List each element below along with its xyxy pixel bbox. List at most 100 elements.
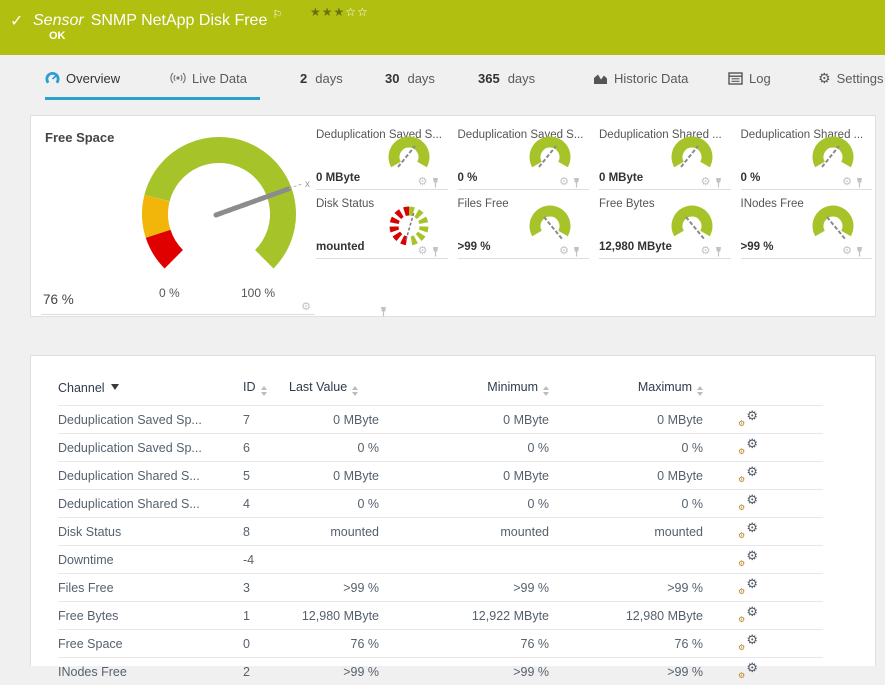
gauge-tile[interactable]: Deduplication Saved S... 0 MByte ⚙ (316, 126, 448, 190)
channel-id: 0 (243, 630, 289, 658)
star-empty-icon[interactable]: ☆☆ (345, 5, 369, 19)
channel-name: Downtime (58, 546, 243, 574)
pin-icon[interactable] (431, 246, 440, 257)
tab-30-days[interactable]: 30 days (385, 55, 435, 101)
table-row[interactable]: INodes Free 2 >99 % >99 % >99 % ⚙⚙ (58, 658, 823, 685)
column-header-last-value[interactable]: Last Value (289, 374, 379, 406)
tab-365-days[interactable]: 365 days (478, 55, 535, 101)
channel-name: INodes Free (58, 658, 243, 685)
tab-live-data[interactable]: Live Data (170, 55, 247, 101)
table-row[interactable]: Deduplication Saved Sp... 6 0 % 0 % 0 % … (58, 434, 823, 462)
table-row[interactable]: Disk Status 8 mounted mounted mounted ⚙⚙ (58, 518, 823, 546)
minimum-value: 0 MByte (379, 406, 549, 434)
pin-icon[interactable] (572, 177, 581, 188)
channel-settings-icon[interactable]: ⚙⚙ (738, 661, 758, 679)
gauge-tile[interactable]: Files Free >99 % ⚙ (458, 195, 590, 259)
gauge-tile[interactable]: INodes Free >99 % ⚙ (741, 195, 873, 259)
channel-id: 5 (243, 462, 289, 490)
star-filled-icon[interactable]: ★★★ (310, 5, 345, 19)
channel-id: 3 (243, 574, 289, 602)
tab-log-label: Log (749, 71, 771, 86)
column-header-channel[interactable]: Channel (58, 374, 243, 406)
channel-id: -4 (243, 546, 289, 574)
table-row[interactable]: Deduplication Shared S... 5 0 MByte 0 MB… (58, 462, 823, 490)
tab-2-days[interactable]: 2 days (300, 55, 343, 101)
gauge-title: Free Space (45, 130, 114, 145)
last-value: 0 MByte (289, 406, 379, 434)
gear-icon[interactable]: ⚙ (701, 177, 711, 188)
priority-stars[interactable]: ★★★☆☆ (310, 5, 369, 19)
pin-icon[interactable] (379, 306, 388, 317)
pin-icon[interactable] (714, 246, 723, 257)
table-row[interactable]: Free Bytes 1 12,980 MByte 12,922 MByte 1… (58, 602, 823, 630)
maximum-value: 0 % (549, 434, 703, 462)
tab-settings-label: Settings (837, 71, 884, 86)
column-header-maximum[interactable]: Maximum (549, 374, 703, 406)
mini-gauge-icon (667, 200, 717, 250)
gauge-tile-value: 0 % (741, 172, 761, 184)
tab-overview[interactable]: Overview (45, 55, 120, 101)
channel-settings-icon[interactable]: ⚙⚙ (738, 605, 758, 623)
channel-settings-icon[interactable]: ⚙⚙ (738, 521, 758, 539)
gear-icon[interactable]: ⚙ (842, 246, 852, 257)
sort-icon (543, 386, 549, 396)
gear-icon[interactable]: ⚙ (418, 246, 428, 257)
gauge-tile[interactable]: Deduplication Shared ... 0 % ⚙ (741, 126, 873, 190)
channel-settings-icon[interactable]: ⚙⚙ (738, 633, 758, 651)
table-row[interactable]: Free Space 0 76 % 76 % 76 % ⚙⚙ (58, 630, 823, 658)
channel-settings-icon[interactable]: ⚙⚙ (738, 493, 758, 511)
gear-icon[interactable]: ⚙ (559, 246, 569, 257)
channel-settings-icon[interactable]: ⚙⚙ (738, 409, 758, 427)
channel-settings-icon[interactable]: ⚙⚙ (738, 437, 758, 455)
pin-icon[interactable] (431, 177, 440, 188)
pin-icon[interactable] (572, 246, 581, 257)
maximum-value: 0 % (549, 490, 703, 518)
maximum-value: 0 MByte (549, 462, 703, 490)
tab-settings[interactable]: ⚙ Settings (818, 55, 884, 101)
table-row[interactable]: Deduplication Shared S... 4 0 % 0 % 0 % … (58, 490, 823, 518)
table-row[interactable]: Downtime -4 ⚙⚙ (58, 546, 823, 574)
channel-settings-icon[interactable]: ⚙⚙ (738, 549, 758, 567)
channel-settings-icon[interactable]: ⚙⚙ (738, 465, 758, 483)
gauge-tile[interactable]: Disk Status mounted ⚙ (316, 195, 448, 259)
table-row[interactable]: Files Free 3 >99 % >99 % >99 % ⚙⚙ (58, 574, 823, 602)
maximum-value: 0 MByte (549, 406, 703, 434)
sort-icon (352, 386, 358, 396)
minimum-value: 0 % (379, 490, 549, 518)
channel-id: 2 (243, 658, 289, 685)
channel-name: Deduplication Shared S... (58, 490, 243, 518)
gear-icon[interactable]: ⚙ (418, 177, 428, 188)
channel-table-panel: Channel ID Last Value Minimum Maximum (30, 355, 876, 666)
column-header-id[interactable]: ID (243, 374, 289, 406)
flag-icon[interactable]: ⚐ (272, 9, 282, 21)
channel-name: Deduplication Saved Sp... (58, 434, 243, 462)
pin-icon[interactable] (855, 177, 864, 188)
gear-icon[interactable]: ⚙ (559, 177, 569, 188)
gear-icon[interactable]: ⚙ (701, 246, 711, 257)
mini-gauge-icon (808, 131, 858, 181)
gauge-tile[interactable]: Deduplication Shared ... 0 MByte ⚙ (599, 126, 731, 190)
maximum-value: 12,980 MByte (549, 602, 703, 630)
gauge-tile[interactable]: Free Bytes 12,980 MByte ⚙ (599, 195, 731, 259)
tab-log[interactable]: Log (728, 55, 771, 101)
maximum-value: >99 % (549, 658, 703, 685)
tab-historic-data[interactable]: Historic Data (593, 55, 688, 101)
free-space-gauge-tile[interactable]: Free Space x 0 % 100 % 76 % ⚙ (41, 122, 315, 315)
mini-gauge-icon (808, 200, 858, 250)
pin-icon[interactable] (714, 177, 723, 188)
gauge-min-label: 0 % (159, 286, 180, 300)
table-row[interactable]: Deduplication Saved Sp... 7 0 MByte 0 MB… (58, 406, 823, 434)
maximum-value: mounted (549, 518, 703, 546)
mini-gauge-icon (525, 200, 575, 250)
column-header-minimum[interactable]: Minimum (379, 374, 549, 406)
channel-table: Channel ID Last Value Minimum Maximum (58, 374, 823, 685)
gear-icon[interactable]: ⚙ (842, 177, 852, 188)
gear-icon[interactable]: ⚙ (301, 302, 311, 313)
gauge-tile[interactable]: Deduplication Saved S... 0 % ⚙ (458, 126, 590, 190)
pin-icon[interactable] (855, 246, 864, 257)
sensor-type-label: Sensor (33, 12, 84, 29)
sort-icon (261, 386, 267, 396)
channel-settings-icon[interactable]: ⚙⚙ (738, 577, 758, 595)
last-value: >99 % (289, 658, 379, 685)
